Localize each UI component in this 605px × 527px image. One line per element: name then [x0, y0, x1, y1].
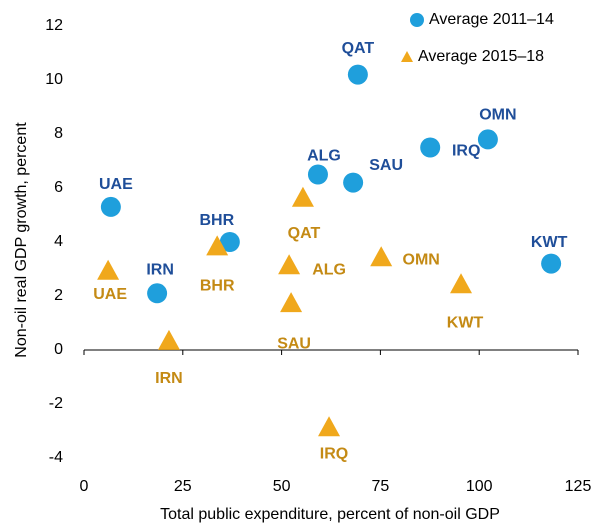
- point: [318, 416, 341, 437]
- point: [450, 273, 473, 294]
- y-tick-label: 8: [54, 125, 63, 142]
- legend-marker: [410, 13, 424, 27]
- y-tick-label: 6: [54, 179, 63, 196]
- point: [347, 64, 368, 85]
- point-label: ALG: [307, 148, 341, 165]
- point: [206, 235, 229, 256]
- x-tick-label: 125: [565, 478, 592, 495]
- x-tick-label: 75: [372, 478, 390, 495]
- point-label: UAE: [99, 176, 133, 193]
- y-tick-label: 0: [54, 341, 63, 358]
- x-tick-label: 0: [80, 478, 89, 495]
- y-tick-label: -4: [49, 449, 63, 466]
- point: [370, 246, 393, 267]
- y-tick-label: 4: [54, 233, 63, 250]
- legend-label: Average 2011–14: [429, 11, 554, 28]
- point-label: ALG: [312, 262, 346, 279]
- legend-label: Average 2015–18: [418, 48, 544, 65]
- point-label: IRN: [146, 262, 174, 279]
- point: [97, 259, 120, 280]
- y-tick-label: 2: [54, 287, 63, 304]
- legend-marker: [401, 51, 413, 62]
- y-axis-label: Non-oil real GDP growth, percent: [13, 122, 30, 358]
- point: [291, 186, 314, 207]
- point: [147, 283, 168, 304]
- point-label: BHR: [199, 212, 234, 229]
- point: [280, 292, 303, 313]
- point-label: IRQ: [320, 446, 348, 463]
- point-label: OMN: [479, 107, 516, 124]
- point-label: QAT: [288, 225, 321, 242]
- point-label: SAU: [277, 335, 311, 352]
- point: [477, 129, 498, 150]
- y-tick-label: 10: [45, 71, 63, 88]
- point-label: SAU: [369, 157, 403, 174]
- point: [420, 137, 441, 158]
- point: [307, 164, 328, 185]
- point-label: OMN: [403, 251, 440, 268]
- point: [100, 196, 121, 217]
- x-tick-label: 50: [273, 478, 291, 495]
- point-label: UAE: [93, 286, 127, 303]
- point-label: BHR: [200, 278, 235, 295]
- point-label: KWT: [531, 234, 568, 251]
- y-tick-label: 12: [45, 17, 63, 34]
- x-tick-label: 25: [174, 478, 192, 495]
- point: [343, 172, 364, 193]
- x-axis-label: Total public expenditure, percent of non…: [160, 506, 500, 523]
- point-label: IRN: [155, 370, 183, 387]
- point-label: QAT: [342, 40, 375, 57]
- x-tick-label: 100: [466, 478, 493, 495]
- point: [278, 254, 301, 275]
- point-label: KWT: [447, 314, 484, 331]
- point-label: IRQ: [452, 143, 480, 160]
- y-tick-label: -2: [49, 395, 63, 412]
- point: [157, 329, 180, 350]
- point: [219, 232, 240, 252]
- point: [541, 253, 562, 274]
